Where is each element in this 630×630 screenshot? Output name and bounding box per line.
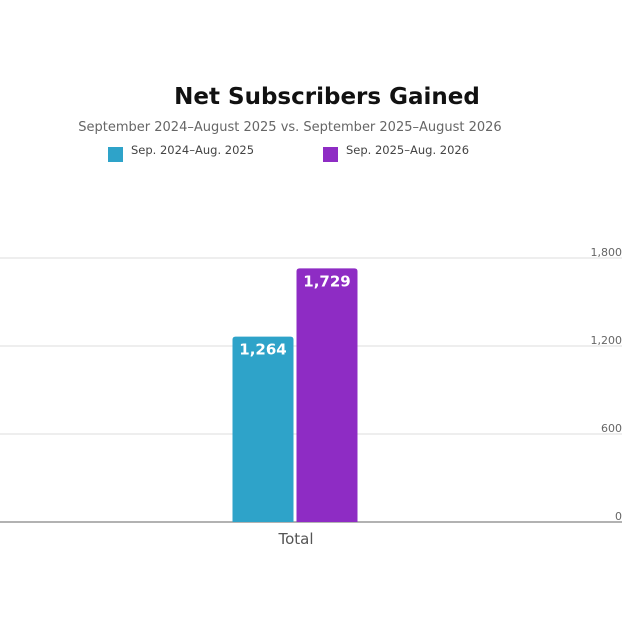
legend-swatch-series-1 (108, 147, 123, 162)
y-tick-label: 600 (601, 422, 622, 435)
x-category-label: Total (277, 530, 313, 548)
legend-swatch-series-2 (323, 147, 338, 162)
bar-series-2[interactable] (296, 268, 358, 522)
y-tick-label: 1,200 (591, 334, 623, 347)
y-tick-label: 1,800 (591, 246, 623, 259)
legend-label-series-2: Sep. 2025–Aug. 2026 (346, 143, 470, 157)
chart-title: Net Subscribers Gained (174, 84, 480, 110)
data-label-series-1: 1,264 (239, 341, 286, 359)
legend-item-series-1[interactable]: Sep. 2024–Aug. 2025 (108, 143, 254, 163)
bar-series-1[interactable] (232, 336, 294, 522)
data-label-series-2: 1,729 (303, 272, 350, 290)
legend-label-series-1: Sep. 2024–Aug. 2025 (131, 143, 255, 157)
chart-subtitle: September 2024–August 2025 vs. September… (78, 120, 502, 135)
labels: 0 600 1,200 1,800 1,264 1,729 Total (239, 246, 622, 548)
y-tick-label: 0 (615, 510, 622, 523)
bars (232, 268, 358, 522)
legend-item-series-2[interactable]: Sep. 2025–Aug. 2026 (323, 143, 469, 163)
